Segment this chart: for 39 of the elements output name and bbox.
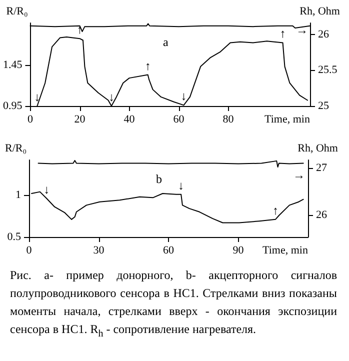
annotation: ↓ [34,90,40,104]
y-axis-title: R/R₀ [5,142,27,154]
annotation: a [163,35,169,49]
annotation: → [296,23,308,37]
x-tick-label: 90 [232,244,244,256]
annotation: ↑ [144,58,151,73]
x-tick-label: 30 [93,244,105,256]
y-tick-label: 0.95 [3,100,23,112]
y2-axis-title: Rh, Ohm [300,6,340,18]
annotation: ↓ [108,90,114,104]
y-axis-title: R/R₀ [6,6,28,18]
y2-tick-label: 25 [318,100,330,112]
y2-tick-label: 26 [318,28,330,40]
annotation: ↓ [180,89,187,104]
y2-axis-title: Rh, Ohm [298,142,338,154]
annotation: ↑ [280,26,286,41]
x-tick-label: 0 [28,114,34,126]
x-tick-label: 40 [124,114,136,126]
x-axis-title: Time, min [262,244,308,256]
x-tick-label: 20 [74,114,86,126]
y-tick-label: 0.5 [7,231,22,243]
line-series [38,160,304,168]
text: Рис. а- пример донорного, b- акцепторного сигналов полупроводникового сенсора в HC1. Стрелками вниз показаны моменты начала, стрелками вверх - окончания экспозиции сенсора в HC1. R$_{h}$ - сопротивление нагревателя. [10,267,337,342]
y-tick-label: 1 [16,189,21,202]
annotation: → [293,168,305,182]
y2-tick-label: 26 [316,208,328,221]
x-axis-title: Time, min [264,114,310,126]
x-tick-label: 60 [163,244,174,256]
annotation: ↑ [272,203,278,218]
annotation: ↑ [76,22,83,37]
annotation: ↓ [178,178,184,192]
x-tick-label: 80 [222,114,234,126]
x-tick-label: 60 [173,114,185,126]
annotation: b [156,172,162,186]
x-tick-label: 0 [26,244,32,256]
annotation: ↓ [44,182,50,196]
y-tick-label: 1.45 [3,58,23,71]
y2-tick-label: 27 [316,162,328,174]
y2-tick-label: 25.5 [318,64,338,76]
